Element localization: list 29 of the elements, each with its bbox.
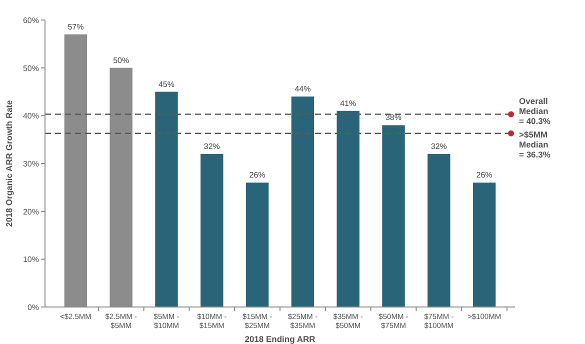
bar	[291, 96, 314, 307]
y-axis-title: 2018 Organic ARR Growth Rate	[4, 100, 14, 227]
data-label: 26%	[249, 170, 266, 180]
ref-line-label: >$5MM Median = 36.3%	[519, 129, 551, 160]
data-label: 32%	[430, 142, 447, 151]
bar	[382, 125, 405, 307]
bar	[200, 154, 224, 307]
bar	[472, 182, 496, 307]
y-tick-label: 0%	[27, 303, 39, 312]
y-tick-label: 10%	[22, 255, 39, 264]
x-axis-title: 2018 Ending ARR	[244, 334, 316, 344]
y-tick-label: 50%	[22, 64, 39, 73]
y-tick-label: 30%	[22, 160, 39, 168]
bar	[246, 182, 269, 307]
y-tick-label: 60%	[22, 16, 39, 25]
data-label: 32%	[204, 142, 220, 151]
bar	[336, 110, 360, 307]
data-label: 45%	[158, 80, 175, 89]
y-tick-label: 40%	[22, 112, 39, 121]
data-label: 50%	[113, 56, 130, 65]
data-label: 38%	[385, 113, 402, 122]
data-label: 26%	[476, 170, 492, 180]
y-tick-label: 20%	[22, 207, 39, 216]
data-label: 41%	[340, 98, 356, 108]
ref-line-label: Overall Median = 40.3%	[519, 96, 551, 126]
bar	[155, 92, 178, 307]
bar	[428, 154, 450, 307]
data-label: 57%	[68, 22, 84, 32]
data-label: 44%	[294, 84, 311, 94]
